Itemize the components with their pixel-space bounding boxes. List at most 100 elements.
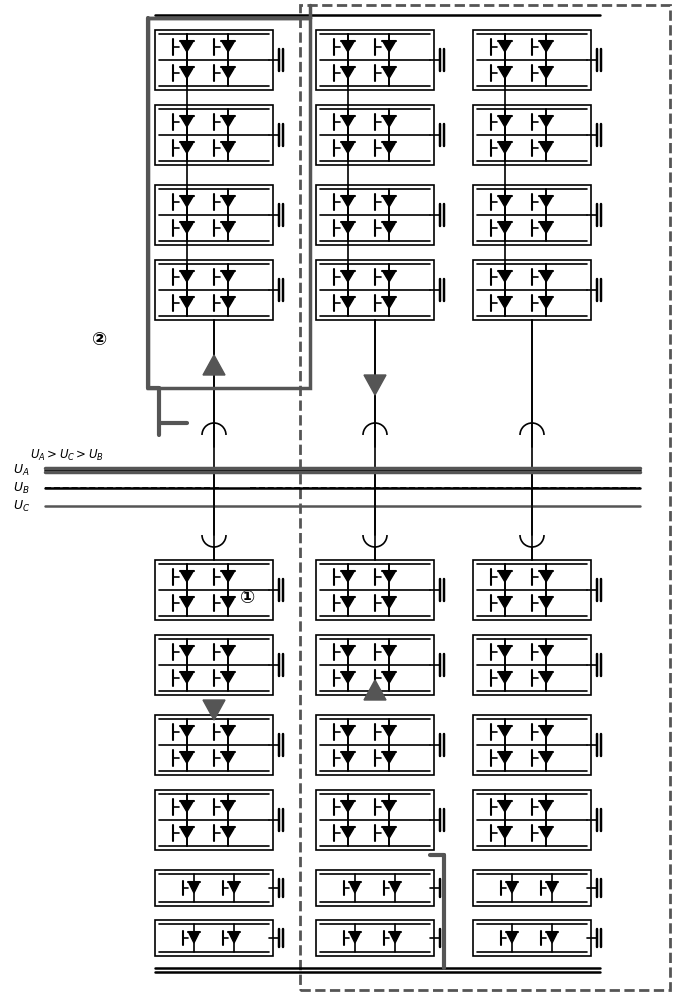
Polygon shape <box>181 68 193 78</box>
Polygon shape <box>181 598 193 608</box>
Bar <box>473 870 591 906</box>
Polygon shape <box>181 673 193 683</box>
Polygon shape <box>383 572 395 582</box>
Polygon shape <box>342 828 354 838</box>
Bar <box>473 715 591 775</box>
Polygon shape <box>383 727 395 737</box>
Polygon shape <box>540 598 552 608</box>
Bar <box>155 30 273 90</box>
Polygon shape <box>222 598 234 608</box>
Polygon shape <box>181 298 193 308</box>
Polygon shape <box>342 673 354 683</box>
Polygon shape <box>540 117 552 127</box>
Bar <box>300 5 670 990</box>
Polygon shape <box>342 272 354 282</box>
Bar <box>316 185 434 245</box>
Polygon shape <box>203 700 225 720</box>
Polygon shape <box>540 143 552 153</box>
Polygon shape <box>499 223 511 233</box>
Bar <box>316 560 434 620</box>
Polygon shape <box>540 42 552 52</box>
Polygon shape <box>181 143 193 153</box>
Polygon shape <box>364 375 386 395</box>
Polygon shape <box>350 933 360 943</box>
Polygon shape <box>342 42 354 52</box>
Polygon shape <box>342 68 354 78</box>
Polygon shape <box>383 272 395 282</box>
Polygon shape <box>222 272 234 282</box>
Polygon shape <box>383 647 395 657</box>
Polygon shape <box>222 647 234 657</box>
Polygon shape <box>383 673 395 683</box>
Bar <box>155 185 273 245</box>
Polygon shape <box>499 572 511 582</box>
Polygon shape <box>540 197 552 207</box>
Polygon shape <box>342 598 354 608</box>
Polygon shape <box>540 727 552 737</box>
Text: ②: ② <box>92 331 108 349</box>
Bar <box>316 105 434 165</box>
Polygon shape <box>383 828 395 838</box>
Bar <box>473 920 591 956</box>
Polygon shape <box>181 727 193 737</box>
Polygon shape <box>547 933 557 943</box>
Polygon shape <box>181 117 193 127</box>
Polygon shape <box>499 828 511 838</box>
Polygon shape <box>390 933 400 943</box>
Bar <box>155 920 273 956</box>
Bar <box>473 635 591 695</box>
Text: $U_B$: $U_B$ <box>14 480 30 496</box>
Polygon shape <box>222 572 234 582</box>
Polygon shape <box>499 143 511 153</box>
Polygon shape <box>540 753 552 763</box>
Polygon shape <box>383 598 395 608</box>
Polygon shape <box>229 933 239 943</box>
Polygon shape <box>181 647 193 657</box>
Polygon shape <box>181 802 193 812</box>
Polygon shape <box>181 753 193 763</box>
Polygon shape <box>342 117 354 127</box>
Polygon shape <box>222 223 234 233</box>
Polygon shape <box>390 883 400 893</box>
Polygon shape <box>499 197 511 207</box>
Bar <box>155 635 273 695</box>
Polygon shape <box>499 117 511 127</box>
Bar <box>316 715 434 775</box>
Polygon shape <box>499 272 511 282</box>
Polygon shape <box>499 802 511 812</box>
Bar <box>473 260 591 320</box>
Polygon shape <box>383 802 395 812</box>
Polygon shape <box>364 680 386 700</box>
Polygon shape <box>499 647 511 657</box>
Polygon shape <box>342 197 354 207</box>
Polygon shape <box>383 197 395 207</box>
Polygon shape <box>507 933 517 943</box>
Polygon shape <box>540 647 552 657</box>
Polygon shape <box>342 223 354 233</box>
Polygon shape <box>499 753 511 763</box>
Polygon shape <box>222 753 234 763</box>
Bar <box>316 870 434 906</box>
Text: $U_C$: $U_C$ <box>13 498 30 514</box>
Polygon shape <box>342 647 354 657</box>
Text: $U_A$: $U_A$ <box>14 462 30 478</box>
Bar <box>316 635 434 695</box>
Polygon shape <box>540 802 552 812</box>
Polygon shape <box>540 272 552 282</box>
Polygon shape <box>189 883 199 893</box>
Polygon shape <box>342 298 354 308</box>
Polygon shape <box>540 298 552 308</box>
Polygon shape <box>342 143 354 153</box>
Polygon shape <box>383 42 395 52</box>
Polygon shape <box>499 727 511 737</box>
Bar <box>473 560 591 620</box>
Polygon shape <box>222 727 234 737</box>
Polygon shape <box>203 355 225 375</box>
Bar <box>155 715 273 775</box>
Polygon shape <box>342 753 354 763</box>
Bar <box>155 260 273 320</box>
Polygon shape <box>540 572 552 582</box>
Text: $U_A>U_C>U_B$: $U_A>U_C>U_B$ <box>30 447 104 463</box>
Bar <box>155 790 273 850</box>
Bar <box>155 870 273 906</box>
